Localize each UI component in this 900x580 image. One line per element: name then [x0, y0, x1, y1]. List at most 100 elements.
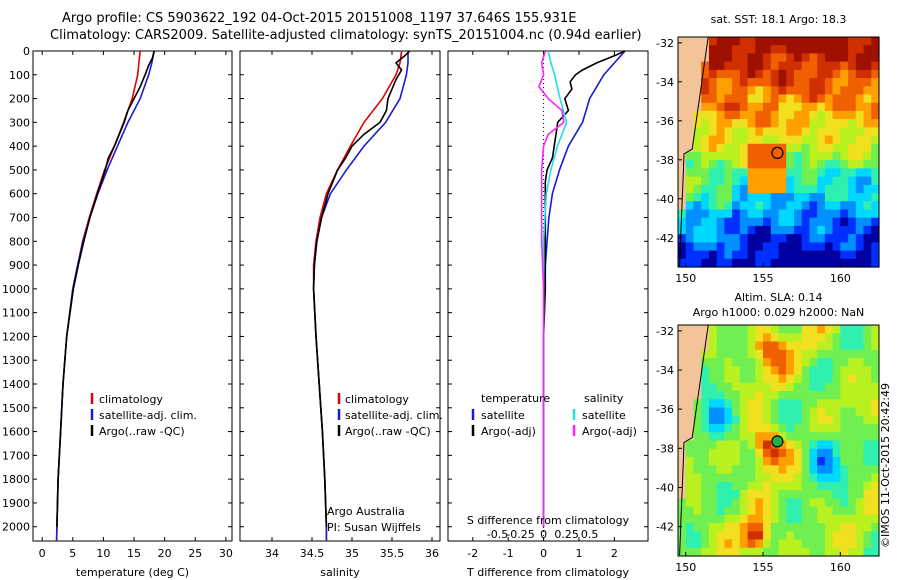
sla-map-cell [747, 432, 756, 442]
sst-map-cell [863, 184, 872, 194]
sst-map-cell [848, 234, 857, 243]
sla-map-cell [863, 407, 872, 417]
depth-tick-label: 200 [9, 93, 30, 106]
sst-map-cell [824, 250, 834, 260]
sla-map-cell [863, 531, 872, 541]
sla-map-cell [701, 440, 710, 450]
sla-map-cell [832, 432, 841, 442]
sla-map-cell [701, 490, 710, 499]
sla-map-cell [778, 333, 787, 343]
sla-map-cell [693, 333, 702, 343]
sla-map-cell [739, 432, 749, 442]
sst-map-cell [747, 176, 756, 186]
sla-map-cell [801, 415, 810, 425]
sst-map-cell [832, 37, 841, 46]
sla-map-cell [739, 391, 749, 400]
sla-map-cell [755, 465, 764, 475]
sla-map-cell [809, 399, 818, 409]
sst-lat-tick-label: -42 [656, 232, 674, 245]
sst-map-cell [755, 110, 764, 120]
sla-map-cell [855, 473, 865, 483]
depth-tick-label: 0 [23, 45, 30, 58]
sst-map-cell [824, 45, 834, 54]
sst-map-cell [732, 78, 741, 87]
sst-map-cell [732, 61, 741, 71]
sla-map-cell [701, 481, 710, 491]
sst-map-cell [685, 53, 694, 63]
sst-map-cell [693, 135, 702, 145]
sla-map-cell [755, 481, 764, 491]
sst-lat-tick-label: -32 [656, 37, 674, 50]
sst-map-cell [801, 143, 810, 153]
sst-map-cell [770, 201, 780, 211]
sla-map-cell [763, 547, 772, 557]
sst-map-cell [747, 242, 756, 252]
sla-map-cell [708, 514, 718, 524]
sla-map-cell [863, 382, 872, 392]
sla-map-cell [801, 424, 810, 433]
sst-map-cell [840, 152, 849, 161]
sst-map-cell [801, 209, 810, 219]
sla-map-cell [678, 523, 687, 532]
sst-map-cell [794, 135, 803, 145]
sst-map-cell [855, 217, 865, 227]
sla-map-cell [809, 358, 818, 367]
sla-map-cell [732, 457, 741, 466]
sla-map-cell [778, 498, 787, 508]
sla-map-cell [755, 415, 764, 425]
sla-map-cell [794, 424, 803, 433]
sst-map-cell [801, 69, 810, 79]
sst-map-cell [716, 160, 725, 169]
sst-map-cell [770, 37, 780, 46]
sla-map-cell [732, 415, 741, 425]
sla-map-cell [770, 424, 780, 433]
sst-map-cell [708, 110, 718, 120]
sla-map-cell [685, 424, 694, 433]
sla-map-cell [701, 382, 710, 392]
sst-map-cell [817, 152, 826, 161]
sla-map-cell [794, 539, 803, 549]
sst-map-cell [794, 61, 803, 71]
sla-map-cell [716, 481, 725, 491]
sla-map-cell [732, 531, 741, 541]
sst-map-cell [855, 61, 865, 71]
sla-map-cell [817, 432, 826, 442]
sla-map-cell [786, 514, 795, 524]
sla-map-cell [770, 490, 780, 499]
difference-s-tick-label: -0.5 [487, 528, 508, 541]
sla-map-cell [732, 325, 741, 334]
sst-map-cell [755, 250, 764, 260]
sla-map-cell [770, 523, 780, 532]
sla-map-cell [824, 432, 834, 442]
sla-map-cell [809, 432, 818, 442]
sst-map-cell [848, 53, 857, 63]
sst-map-cell [716, 201, 725, 211]
sst-map-cell [840, 127, 849, 137]
sla-map-cell [840, 531, 849, 541]
sla-map-cell [716, 382, 725, 392]
sst-map-cell [701, 78, 710, 87]
sla-map-cell [739, 539, 749, 549]
sst-map-cell [786, 234, 795, 243]
sla-map-cell [786, 407, 795, 417]
sst-map-cell [678, 176, 687, 186]
sst-map-cell [708, 69, 718, 79]
sla-map-cell [755, 349, 764, 359]
sst-map-cell [708, 45, 718, 54]
sst-map-cell [778, 160, 787, 169]
sla-map-cell [770, 399, 780, 409]
sla-map-cell [824, 341, 834, 351]
sla-map-cell [801, 457, 810, 466]
sst-map-cell [685, 250, 694, 260]
sst-map-cell [832, 176, 841, 186]
sla-map-cell [840, 514, 849, 524]
sla-map-cell [701, 432, 710, 442]
sst-map-cell [708, 184, 718, 194]
sst-map-cell [693, 61, 702, 71]
sst-map-cell [693, 242, 702, 252]
sst-map-cell [824, 69, 834, 79]
sst-map-cell [855, 250, 865, 260]
sst-map-cell [685, 176, 694, 186]
sst-map-cell [755, 143, 764, 153]
sla-map-cell [832, 366, 841, 376]
